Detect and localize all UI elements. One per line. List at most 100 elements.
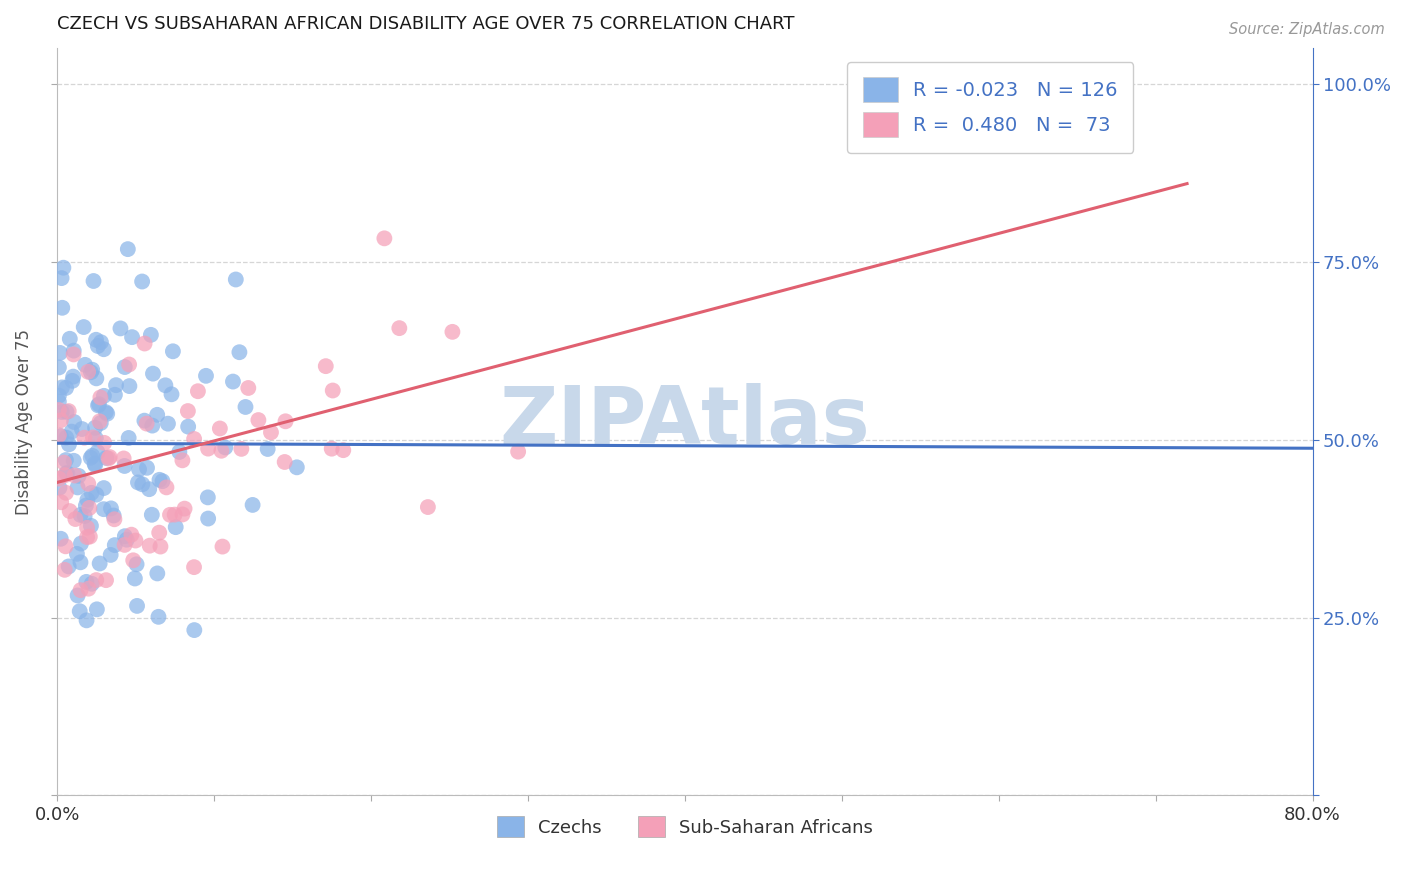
Point <box>59 504 82 518</box>
Point <box>58 437 80 451</box>
Point <box>86 488 108 502</box>
Point <box>48 389 70 403</box>
Point <box>114 529 136 543</box>
Point <box>80 518 103 533</box>
Point <box>96 450 118 465</box>
Point <box>89 391 111 405</box>
Point <box>197 511 219 525</box>
Point <box>60 374 83 388</box>
Point <box>90 335 112 350</box>
Point <box>142 367 165 381</box>
Point <box>48 394 70 409</box>
Point <box>155 378 177 392</box>
Point <box>79 530 101 544</box>
Point <box>441 325 464 339</box>
Point <box>49 429 72 443</box>
Point <box>56 466 79 480</box>
Point <box>83 274 105 288</box>
Point <box>69 508 91 522</box>
Point <box>103 508 125 523</box>
Point <box>62 343 84 358</box>
Point <box>51 495 73 509</box>
Point <box>86 602 108 616</box>
Point <box>66 547 89 561</box>
Point <box>120 527 142 541</box>
Point <box>104 538 127 552</box>
Point <box>55 485 77 500</box>
Point <box>77 365 100 379</box>
Point <box>228 345 250 359</box>
Point <box>60 425 83 439</box>
Point <box>48 472 70 486</box>
Point <box>159 508 181 522</box>
Point <box>149 540 172 554</box>
Point <box>388 321 411 335</box>
Point <box>100 548 122 562</box>
Point <box>115 533 138 547</box>
Point <box>103 512 125 526</box>
Point <box>177 419 200 434</box>
Point <box>118 379 141 393</box>
Point <box>117 242 139 256</box>
Point <box>73 320 96 334</box>
Point <box>75 574 97 589</box>
Point <box>70 536 93 550</box>
Point <box>169 445 191 459</box>
Point <box>49 532 72 546</box>
Point <box>165 520 187 534</box>
Point <box>118 358 141 372</box>
Point <box>66 589 89 603</box>
Point <box>93 481 115 495</box>
Point <box>141 418 163 433</box>
Point <box>69 583 91 598</box>
Point <box>121 330 143 344</box>
Point <box>155 480 177 494</box>
Point <box>62 369 84 384</box>
Point <box>322 384 344 398</box>
Point <box>55 453 77 467</box>
Point <box>122 553 145 567</box>
Point <box>96 407 118 421</box>
Point <box>84 573 107 587</box>
Point <box>214 441 236 455</box>
Point <box>110 321 132 335</box>
Point <box>183 432 205 446</box>
Point <box>141 508 163 522</box>
Point <box>55 467 77 481</box>
Point <box>125 599 148 613</box>
Point <box>128 462 150 476</box>
Point <box>104 388 127 402</box>
Point <box>87 339 110 353</box>
Point <box>49 413 72 427</box>
Point <box>69 604 91 618</box>
Point <box>93 389 115 403</box>
Point <box>77 582 100 596</box>
Point <box>197 491 219 505</box>
Point <box>315 359 337 373</box>
Point <box>97 451 120 466</box>
Point <box>84 421 107 435</box>
Point <box>93 435 115 450</box>
Point <box>76 613 98 627</box>
Point <box>146 408 169 422</box>
Legend: Czechs, Sub-Saharan Africans: Czechs, Sub-Saharan Africans <box>488 807 883 847</box>
Point <box>416 500 439 514</box>
Text: CZECH VS SUBSAHARAN AFRICAN DISABILITY AGE OVER 75 CORRELATION CHART: CZECH VS SUBSAHARAN AFRICAN DISABILITY A… <box>58 15 794 33</box>
Point <box>131 477 153 491</box>
Point <box>82 362 104 376</box>
Point <box>55 539 77 553</box>
Point <box>274 414 297 428</box>
Point <box>131 275 153 289</box>
Point <box>76 530 98 544</box>
Point <box>172 453 194 467</box>
Point <box>260 425 283 440</box>
Point <box>285 460 308 475</box>
Point <box>58 404 80 418</box>
Point <box>80 365 103 379</box>
Point <box>62 454 84 468</box>
Point <box>114 458 136 473</box>
Point <box>49 346 72 360</box>
Point <box>105 378 128 392</box>
Point <box>58 559 80 574</box>
Point <box>48 481 70 495</box>
